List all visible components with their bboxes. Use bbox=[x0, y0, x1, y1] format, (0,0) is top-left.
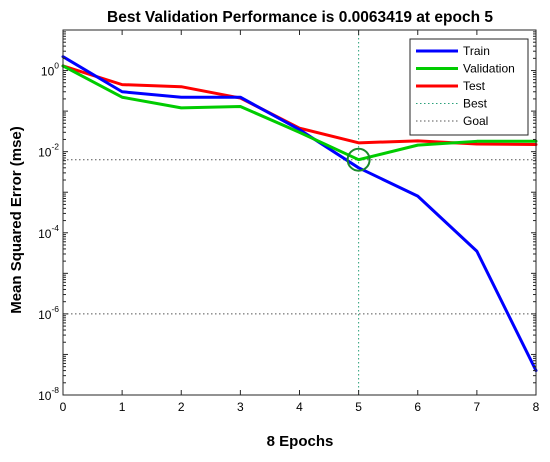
x-tick-label: 2 bbox=[178, 400, 185, 414]
y-tick-label: 100 bbox=[41, 61, 59, 79]
x-tick-label: 7 bbox=[474, 400, 481, 414]
x-tick-label: 0 bbox=[60, 400, 67, 414]
x-tick-label: 4 bbox=[296, 400, 303, 414]
y-axis-label: Mean Squared Error (mse) bbox=[8, 126, 25, 314]
x-axis-ticks: 0 1 2 3 4 5 6 7 8 bbox=[60, 30, 540, 414]
y-tick-label: 10-8 bbox=[38, 385, 59, 403]
best-marker bbox=[346, 147, 371, 172]
x-tick-label: 1 bbox=[119, 400, 126, 414]
legend-label-goal: Goal bbox=[463, 114, 488, 128]
y-tick-label: 10-4 bbox=[38, 223, 59, 241]
legend: Train Validation Test Best Goal bbox=[409, 38, 529, 136]
x-axis-label: 8 Epochs bbox=[267, 433, 334, 450]
legend-label-best: Best bbox=[463, 97, 488, 111]
chart-title: Best Validation Performance is 0.0063419… bbox=[107, 9, 493, 26]
y-tick-label: 10-2 bbox=[38, 142, 59, 160]
best-marker-group bbox=[346, 147, 371, 172]
x-tick-label: 6 bbox=[414, 400, 421, 414]
series-line-train bbox=[61, 55, 538, 373]
legend-label-validation: Validation bbox=[463, 62, 515, 76]
series-line-validation bbox=[61, 64, 538, 162]
x-tick-label: 8 bbox=[533, 400, 540, 414]
legend-label-test: Test bbox=[463, 79, 486, 93]
y-axis-ticks: 100 10-2 10-4 10-6 10-8 bbox=[38, 29, 536, 403]
reference-lines bbox=[63, 30, 536, 395]
y-tick-label: 10-6 bbox=[38, 304, 59, 322]
x-tick-label: 5 bbox=[355, 400, 362, 414]
legend-label-train: Train bbox=[463, 44, 490, 58]
x-tick-label: 3 bbox=[237, 400, 244, 414]
series-lines bbox=[61, 55, 538, 373]
